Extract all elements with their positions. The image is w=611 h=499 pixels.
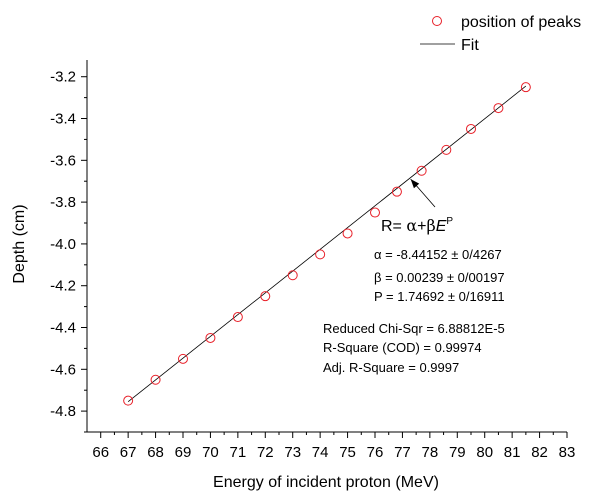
stat-chi-sqr: Reduced Chi-Sqr = 6.88812E-5: [323, 321, 505, 336]
x-tick-label: 80: [476, 444, 493, 461]
x-tick-label: 82: [531, 444, 548, 461]
formula-e: E: [436, 218, 447, 235]
y-tick-label: -4.2: [50, 278, 76, 295]
x-tick-label: 72: [257, 444, 274, 461]
data-point: [205, 332, 216, 343]
data-point: [466, 123, 476, 134]
y-axis-ticks: -3.2 -3.4 -3.6 -3.8 -4.0 -4.2 -4.4 -4.6 -4.8: [50, 69, 87, 433]
stat-adj-r-square: Adj. R-Square = 0.9997: [323, 360, 459, 375]
data-point: [123, 395, 134, 406]
data-point: [370, 207, 380, 218]
x-tick-label: 67: [120, 444, 137, 461]
y-tick-label: -4.0: [50, 236, 76, 253]
data-point: [493, 103, 504, 114]
data-point: [260, 291, 271, 302]
formula-plus: +: [417, 218, 426, 235]
y-tick-label: -3.6: [50, 152, 76, 169]
data-point: [416, 165, 427, 176]
x-tick-label: 74: [312, 444, 329, 461]
x-tick-label: 71: [230, 444, 247, 461]
legend-label-fit: Fit: [461, 37, 479, 54]
x-tick-label: 81: [504, 444, 521, 461]
formula-alpha: α: [406, 216, 417, 235]
data-point: [342, 228, 353, 239]
legend-label-peaks: position of peaks: [461, 14, 581, 31]
beta-param: β = 0.00239 ± 0/00197: [374, 270, 505, 285]
formula-p: P: [446, 216, 453, 227]
y-tick-label: -4.6: [50, 361, 76, 378]
stat-r-square: R-Square (COD) = 0.99974: [323, 340, 482, 355]
x-tick-label: 69: [175, 444, 192, 461]
y-tick-label: -3.8: [50, 194, 76, 211]
axes: [86, 60, 567, 433]
data-point: [391, 186, 402, 197]
x-tick-label: 66: [92, 444, 109, 461]
fit-statistics: Reduced Chi-Sqr = 6.88812E-5 R-Square (C…: [323, 321, 505, 375]
x-tick-label: 70: [202, 444, 219, 461]
y-tick-label: -4.4: [50, 320, 76, 337]
x-tick-label: 76: [367, 444, 384, 461]
fit-line: [127, 85, 527, 403]
legend: position of peaks Fit: [420, 14, 581, 54]
x-axis-ticks: 66 67 68 69 70 71 72 73 74 75 76 77 78 79 80 81 82 83: [92, 432, 575, 461]
x-tick-label: 78: [422, 444, 439, 461]
p-param: P = 1.74692 ± 0/16911: [374, 289, 505, 304]
x-tick-label: 68: [147, 444, 164, 461]
x-axis-label: Energy of incident proton (MeV): [213, 474, 439, 491]
data-point: [150, 374, 161, 385]
data-point: [315, 249, 326, 260]
legend-marker-peaks: [432, 16, 442, 26]
data-point: [441, 144, 452, 155]
y-axis-label: Depth (cm): [11, 204, 28, 283]
data-points: [123, 82, 531, 406]
data-point: [178, 353, 188, 364]
x-tick-label: 75: [339, 444, 356, 461]
formula-beta: β: [427, 216, 436, 235]
formula-text: R= α+βEP: [381, 216, 453, 235]
x-tick-label: 79: [449, 444, 466, 461]
data-point: [232, 312, 243, 323]
data-point: [287, 270, 298, 281]
x-tick-label: 83: [559, 444, 576, 461]
formula-prefix: R=: [381, 218, 406, 235]
y-tick-label: -3.2: [50, 69, 76, 86]
alpha-param: α = -8.44152 ± 0/4267: [374, 247, 502, 262]
x-tick-label: 77: [394, 444, 411, 461]
formula-annotation: R= α+βEP α = -8.44152 ± 0/4267 β = 0.002…: [374, 178, 505, 304]
x-tick-label: 73: [284, 444, 301, 461]
y-tick-label: -4.8: [50, 403, 76, 420]
formula-arrowhead: [410, 179, 420, 189]
data-point: [520, 82, 531, 93]
y-tick-label: -3.4: [50, 111, 76, 128]
